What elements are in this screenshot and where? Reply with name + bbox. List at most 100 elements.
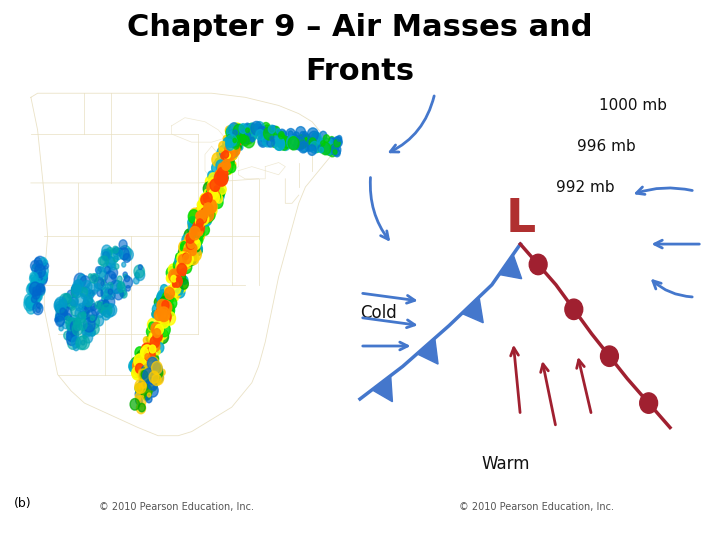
Circle shape — [149, 345, 156, 353]
Circle shape — [224, 149, 228, 153]
Circle shape — [218, 163, 227, 173]
Circle shape — [307, 138, 317, 151]
Circle shape — [172, 294, 179, 301]
Circle shape — [207, 188, 216, 198]
Circle shape — [216, 160, 225, 172]
Circle shape — [61, 313, 66, 318]
Circle shape — [181, 242, 187, 249]
Circle shape — [30, 287, 38, 298]
Circle shape — [152, 323, 156, 328]
Circle shape — [165, 287, 174, 299]
Circle shape — [144, 366, 153, 377]
Circle shape — [143, 384, 152, 395]
Circle shape — [246, 128, 249, 132]
Circle shape — [219, 141, 227, 151]
Circle shape — [143, 369, 152, 380]
Circle shape — [143, 387, 148, 393]
Circle shape — [150, 347, 154, 353]
Circle shape — [233, 126, 237, 131]
Circle shape — [182, 262, 187, 268]
Circle shape — [108, 291, 115, 300]
Circle shape — [112, 281, 122, 293]
Circle shape — [328, 139, 339, 153]
Circle shape — [228, 134, 231, 139]
Circle shape — [162, 299, 171, 309]
Circle shape — [38, 272, 48, 284]
Circle shape — [208, 178, 219, 191]
Circle shape — [67, 327, 78, 342]
Circle shape — [107, 304, 117, 316]
Circle shape — [35, 268, 42, 279]
Circle shape — [32, 282, 36, 286]
Circle shape — [237, 129, 242, 136]
Polygon shape — [417, 338, 438, 364]
Circle shape — [244, 133, 253, 144]
Circle shape — [123, 254, 130, 262]
Circle shape — [64, 331, 71, 340]
Circle shape — [154, 297, 163, 307]
Circle shape — [201, 210, 207, 217]
Circle shape — [81, 312, 86, 318]
Circle shape — [145, 368, 149, 372]
Circle shape — [193, 234, 203, 246]
Circle shape — [89, 274, 92, 278]
Circle shape — [157, 299, 167, 312]
Circle shape — [156, 377, 159, 382]
Polygon shape — [372, 376, 392, 402]
Circle shape — [175, 285, 183, 294]
Circle shape — [235, 130, 243, 138]
Circle shape — [71, 321, 80, 333]
Circle shape — [184, 238, 193, 249]
Circle shape — [201, 213, 205, 218]
Circle shape — [153, 367, 163, 379]
Circle shape — [37, 273, 47, 285]
Circle shape — [302, 131, 307, 137]
FancyArrowPatch shape — [370, 178, 388, 239]
Circle shape — [280, 138, 291, 151]
Circle shape — [126, 286, 130, 291]
Circle shape — [215, 194, 222, 203]
Circle shape — [300, 132, 305, 137]
Circle shape — [245, 123, 250, 130]
Circle shape — [144, 348, 155, 361]
Circle shape — [181, 269, 186, 276]
Circle shape — [320, 131, 327, 140]
Circle shape — [181, 265, 187, 272]
Circle shape — [254, 124, 258, 130]
Circle shape — [203, 193, 212, 204]
Circle shape — [81, 317, 89, 327]
Circle shape — [135, 392, 143, 401]
Circle shape — [136, 397, 142, 404]
Circle shape — [302, 136, 311, 146]
Circle shape — [84, 323, 93, 335]
Circle shape — [37, 272, 46, 284]
Circle shape — [82, 330, 86, 335]
Circle shape — [333, 137, 341, 146]
Circle shape — [89, 328, 96, 336]
Text: 996 mb: 996 mb — [577, 139, 636, 154]
Circle shape — [167, 298, 176, 309]
Circle shape — [181, 261, 192, 273]
Circle shape — [310, 141, 320, 153]
Circle shape — [164, 312, 176, 325]
Circle shape — [141, 345, 153, 359]
Circle shape — [334, 147, 338, 153]
Circle shape — [62, 294, 71, 305]
Circle shape — [161, 285, 168, 294]
Text: Warm: Warm — [481, 455, 530, 473]
Circle shape — [194, 243, 202, 254]
Circle shape — [171, 284, 176, 290]
Circle shape — [122, 262, 126, 267]
Circle shape — [197, 211, 207, 223]
Circle shape — [97, 302, 102, 308]
Circle shape — [55, 301, 66, 313]
Circle shape — [181, 252, 186, 257]
Circle shape — [87, 303, 91, 309]
Circle shape — [196, 223, 203, 231]
Circle shape — [145, 378, 150, 384]
Circle shape — [221, 152, 227, 159]
Circle shape — [206, 188, 217, 202]
Circle shape — [190, 212, 198, 222]
Circle shape — [143, 394, 148, 400]
Circle shape — [37, 276, 43, 284]
